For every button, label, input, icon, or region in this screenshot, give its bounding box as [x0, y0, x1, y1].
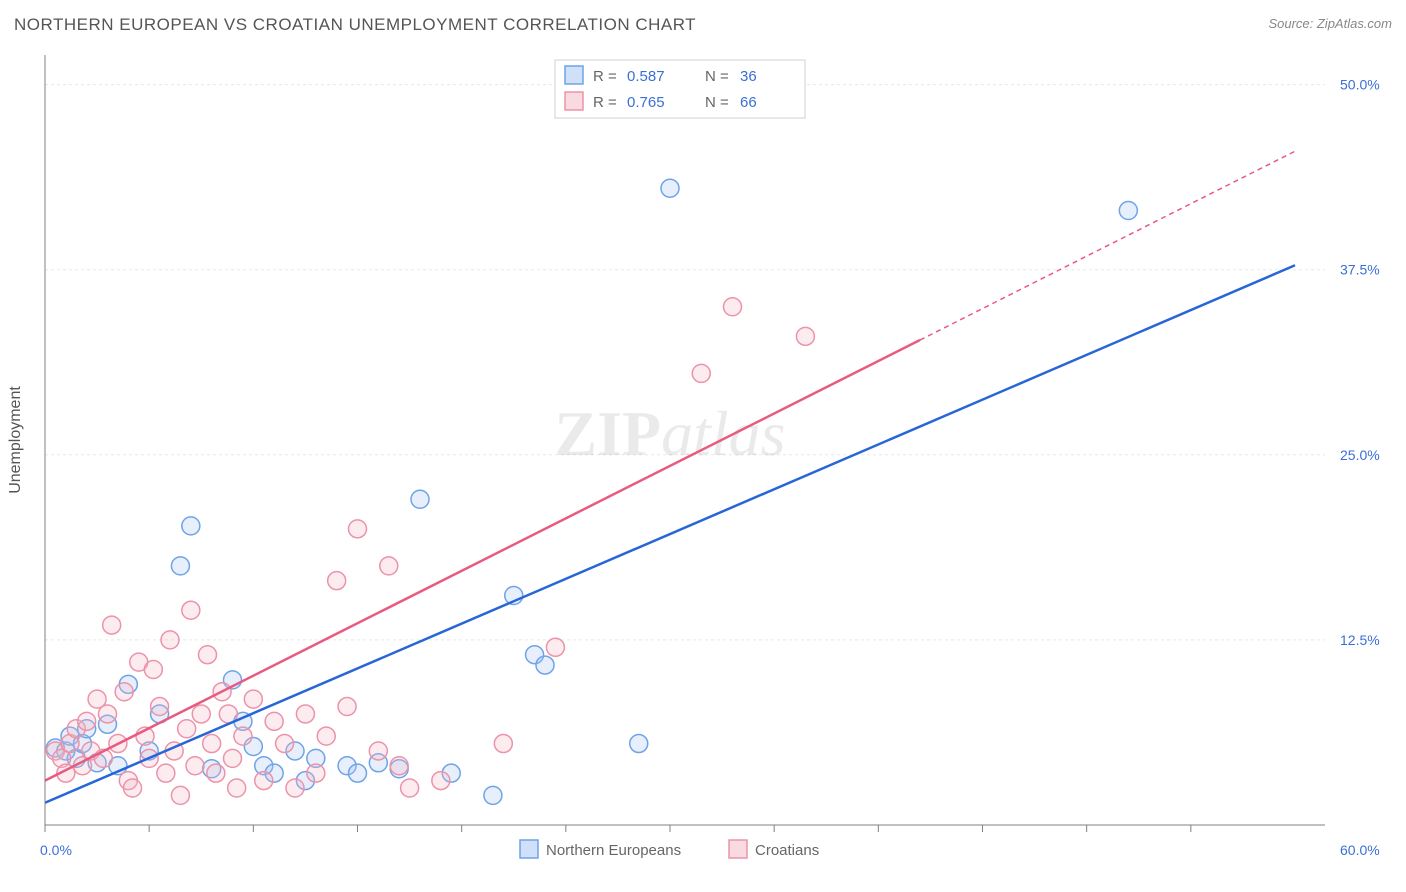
data-bubble [796, 327, 814, 345]
data-bubble [276, 735, 294, 753]
data-bubble [390, 757, 408, 775]
x-tick-label: 0.0% [40, 842, 72, 858]
data-bubble [161, 631, 179, 649]
data-bubble [296, 705, 314, 723]
stat-r-value: 0.765 [627, 94, 665, 111]
data-bubble [411, 490, 429, 508]
data-bubble [307, 764, 325, 782]
legend-series-label: Croatians [755, 842, 819, 859]
data-bubble [630, 735, 648, 753]
data-bubble [328, 572, 346, 590]
data-bubble [199, 646, 217, 664]
data-bubble [661, 179, 679, 197]
legend-swatch [565, 92, 583, 110]
scatter-chart-svg: NORTHERN EUROPEAN VS CROATIAN UNEMPLOYME… [0, 0, 1406, 892]
data-bubble [103, 616, 121, 634]
data-bubble [349, 520, 367, 538]
legend-series-label: Northern Europeans [546, 842, 681, 859]
data-bubble [724, 298, 742, 316]
data-bubble [157, 764, 175, 782]
x-tick-label: 60.0% [1340, 842, 1380, 858]
data-bubble [265, 712, 283, 730]
data-bubble [401, 779, 419, 797]
data-bubble [224, 749, 242, 767]
stat-n-value: 66 [740, 94, 757, 111]
data-bubble [244, 690, 262, 708]
data-bubble [178, 720, 196, 738]
data-bubble [317, 727, 335, 745]
data-bubble [182, 517, 200, 535]
stat-n-label: N = [705, 68, 729, 85]
data-bubble [171, 786, 189, 804]
y-tick-label: 50.0% [1340, 77, 1380, 93]
stat-r-label: R = [593, 94, 617, 111]
data-bubble [182, 601, 200, 619]
data-bubble [255, 772, 273, 790]
data-bubble [536, 656, 554, 674]
y-tick-label: 37.5% [1340, 262, 1380, 278]
data-bubble [203, 735, 221, 753]
stat-r-label: R = [593, 68, 617, 85]
y-tick-label: 25.0% [1340, 447, 1380, 463]
data-bubble [186, 757, 204, 775]
data-bubble [494, 735, 512, 753]
data-bubble [124, 779, 142, 797]
data-bubble [349, 764, 367, 782]
data-bubble [99, 705, 117, 723]
chart-container: NORTHERN EUROPEAN VS CROATIAN UNEMPLOYME… [0, 0, 1406, 892]
legend-swatch [729, 840, 747, 858]
data-bubble [144, 661, 162, 679]
chart-title: NORTHERN EUROPEAN VS CROATIAN UNEMPLOYME… [14, 15, 696, 34]
trend-line [45, 265, 1295, 803]
y-tick-label: 12.5% [1340, 632, 1380, 648]
watermark: ZIPatlas [554, 398, 785, 469]
data-bubble [484, 786, 502, 804]
source-label: Source: ZipAtlas.com [1268, 16, 1392, 31]
data-bubble [151, 698, 169, 716]
legend-swatch [520, 840, 538, 858]
stat-n-value: 36 [740, 68, 757, 85]
data-bubble [115, 683, 133, 701]
data-bubble [546, 638, 564, 656]
data-bubble [380, 557, 398, 575]
stat-r-value: 0.587 [627, 68, 665, 85]
data-bubble [692, 364, 710, 382]
data-bubble [286, 779, 304, 797]
data-bubble [171, 557, 189, 575]
data-bubble [192, 705, 210, 723]
stat-n-label: N = [705, 94, 729, 111]
data-bubble [338, 698, 356, 716]
data-bubble [234, 727, 252, 745]
trend-line-dashed [920, 151, 1295, 340]
data-bubble [78, 712, 96, 730]
legend-swatch [565, 66, 583, 84]
data-bubble [369, 742, 387, 760]
data-bubble [432, 772, 450, 790]
data-bubble [228, 779, 246, 797]
data-bubble [207, 764, 225, 782]
data-bubble [1119, 201, 1137, 219]
y-axis-label: Unemployment [7, 386, 24, 494]
